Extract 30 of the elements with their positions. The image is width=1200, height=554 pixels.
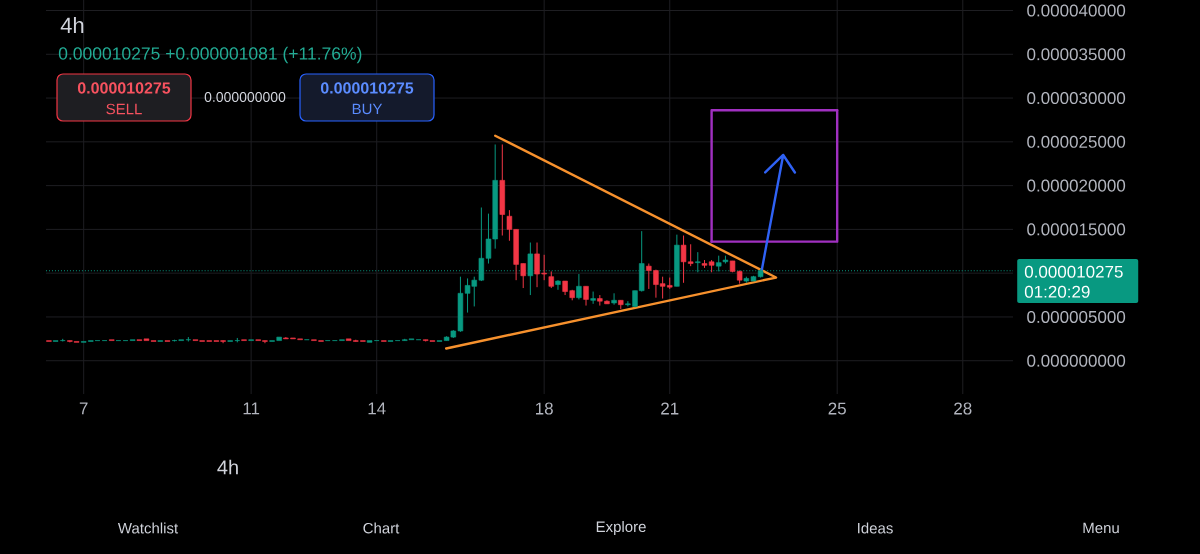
y-tick-label: 0.000040000 xyxy=(1027,4,1126,17)
text: Explore xyxy=(596,521,646,535)
text: 0.000010275 +0.000001081 (+11.76%) xyxy=(58,46,362,64)
x-tick-label: 18 xyxy=(536,402,553,415)
text: Menu xyxy=(1083,522,1119,534)
text: Watchlist xyxy=(117,522,179,534)
ref-line-label: 0.000010275 xyxy=(1024,265,1123,278)
annotation: 0.000000000 xyxy=(204,92,286,102)
y-tick-label: 0.000020000 xyxy=(1027,179,1126,192)
x-tick-label: 11 xyxy=(243,402,260,415)
y-tick-label: 0.000025000 xyxy=(1027,135,1126,148)
annotation: BUY xyxy=(352,103,383,115)
y-tick-label: 0.000035000 xyxy=(1027,48,1126,61)
y-tick-label: 0.000000000 xyxy=(1027,354,1126,367)
text: 4h xyxy=(217,459,238,475)
annotation: SELL xyxy=(106,103,142,115)
x-tick-label: 28 xyxy=(954,402,972,415)
y-tick-label: 0.000015000 xyxy=(1027,223,1126,236)
x-tick-label: 21 xyxy=(661,402,679,415)
y-tick-label: 0.000005000 xyxy=(1027,310,1126,323)
x-tick-label: 14 xyxy=(368,402,386,415)
text: Chart xyxy=(363,522,400,534)
x-tick-label: 25 xyxy=(828,402,846,415)
text: Ideas xyxy=(858,522,893,534)
text: 4h xyxy=(60,17,84,33)
annotation: 0.000010275 xyxy=(320,82,414,94)
x-tick-label: 7 xyxy=(79,402,88,415)
y-tick-label: 0.000030000 xyxy=(1027,92,1126,105)
text: 01:20:29 xyxy=(1024,285,1090,298)
annotation: 0.000010275 xyxy=(77,82,171,94)
